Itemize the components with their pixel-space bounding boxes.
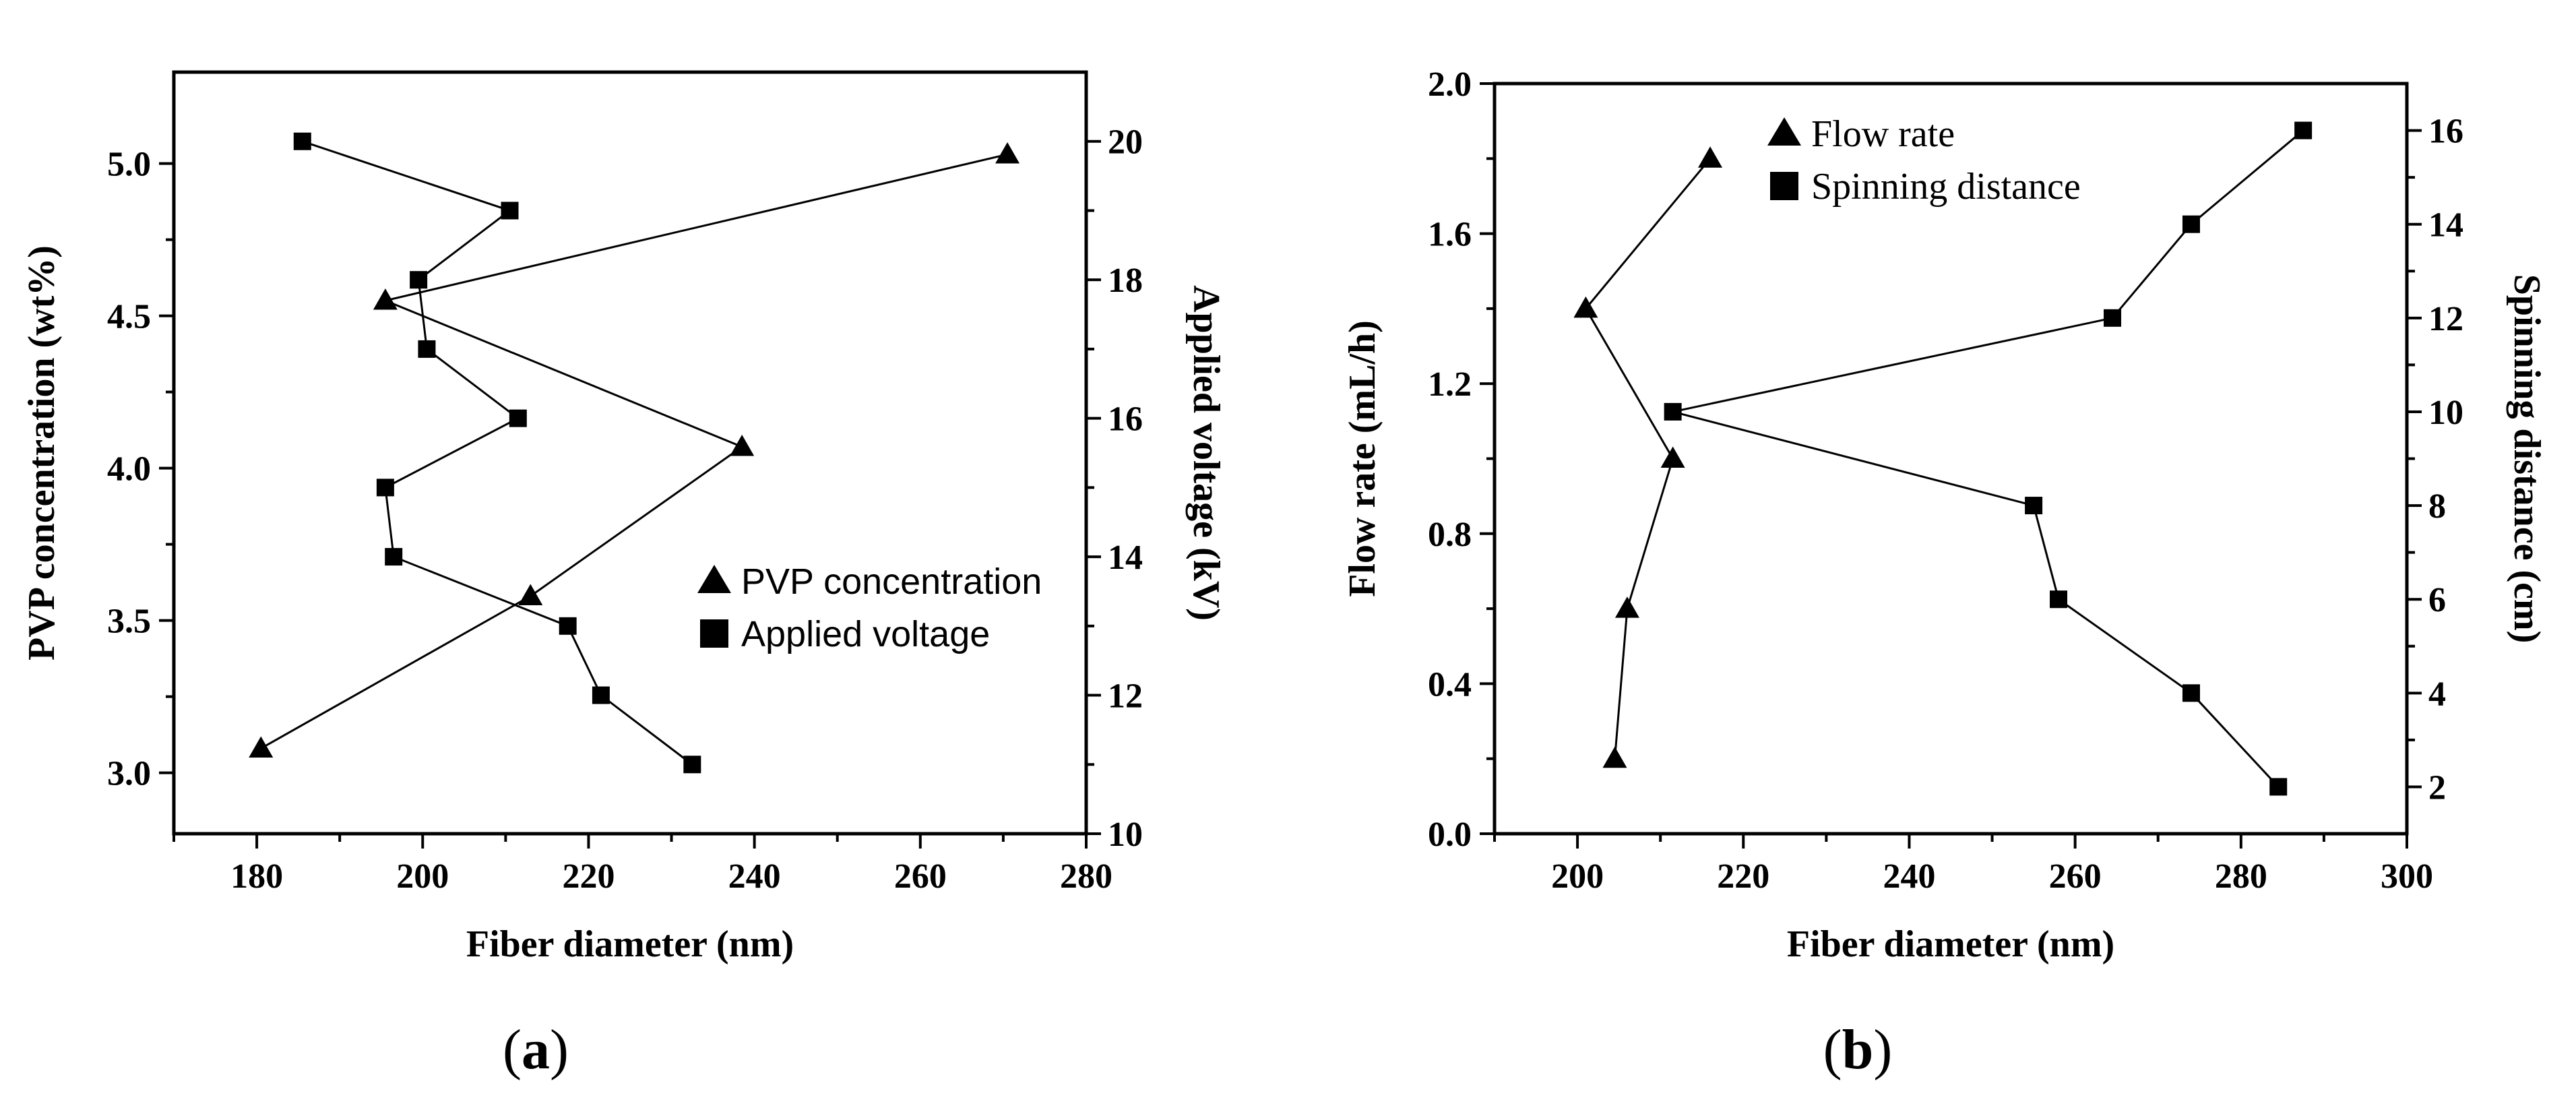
x-tick-label: 280 bbox=[1060, 857, 1112, 896]
y-left-tick-label: 0.8 bbox=[1428, 516, 1472, 554]
y-left-tick-label: 0.4 bbox=[1428, 665, 1472, 704]
x-tick-label: 260 bbox=[894, 857, 947, 896]
y-right-axis-title: Spinning distance (cm) bbox=[2506, 274, 2548, 644]
y-right-axis-title: Applied voltage (kV) bbox=[1185, 285, 1227, 621]
y-right-tick-label: 10 bbox=[1108, 816, 1143, 854]
y-right-tick-label: 14 bbox=[2428, 206, 2463, 245]
triangle-marker bbox=[1602, 746, 1627, 768]
square-marker bbox=[385, 548, 403, 566]
square-marker bbox=[559, 617, 577, 635]
triangle-marker bbox=[1660, 446, 1685, 468]
square-marker bbox=[2050, 590, 2068, 609]
y-right-tick-label: 8 bbox=[2428, 487, 2446, 526]
y-left-tick-label: 5.0 bbox=[107, 146, 151, 184]
y-left-axis-title: PVP concentration (wt%) bbox=[21, 245, 63, 660]
y-left-tick-label: 3.5 bbox=[107, 603, 151, 641]
y-right-tick-label: 6 bbox=[2428, 581, 2446, 619]
x-tick-label: 220 bbox=[1717, 857, 1769, 896]
y-right-tick-label: 20 bbox=[1108, 123, 1143, 162]
square-marker bbox=[2294, 121, 2313, 140]
triangle-marker bbox=[518, 584, 543, 605]
x-tick-label: 280 bbox=[2215, 857, 2267, 896]
y-left-tick-label: 3.0 bbox=[107, 755, 151, 793]
y-left-tick-label: 1.6 bbox=[1428, 216, 1472, 254]
y-left-tick-label: 1.2 bbox=[1428, 365, 1472, 404]
plot-frame bbox=[172, 70, 1088, 836]
square-marker bbox=[509, 409, 527, 427]
y-right-tick-label: 18 bbox=[1108, 262, 1143, 300]
x-tick-label: 180 bbox=[230, 857, 283, 896]
y-right-tick-label: 10 bbox=[2428, 394, 2463, 432]
x-tick-label: 300 bbox=[2381, 857, 2433, 896]
x-tick-label: 240 bbox=[1883, 857, 1935, 896]
x-tick-label: 200 bbox=[1551, 857, 1604, 896]
square-marker bbox=[2182, 684, 2200, 702]
y-right-tick-label: 2 bbox=[2428, 768, 2446, 807]
square-marker bbox=[376, 479, 394, 497]
panel-label-a: (a) bbox=[503, 1018, 569, 1081]
triangle-marker bbox=[1698, 146, 1723, 168]
legend-triangle-icon bbox=[1767, 117, 1801, 146]
x-tick-label: 260 bbox=[2049, 857, 2102, 896]
legend-label: PVP concentration bbox=[741, 561, 1042, 602]
series-line-square bbox=[302, 140, 693, 766]
triangle-marker bbox=[1614, 596, 1639, 618]
triangle-marker bbox=[730, 434, 755, 456]
y-left-tick-label: 2.0 bbox=[1428, 65, 1472, 104]
chart-panel-a: 180 200 220 240 260 280 3.0 3.5 4.0 4.5 5.0 10 12 14 1… bbox=[21, 70, 1227, 965]
y-right-tick-label: 14 bbox=[1108, 539, 1143, 577]
legend-label: Applied voltage bbox=[741, 614, 990, 654]
y-right-tick-label: 12 bbox=[2428, 300, 2463, 338]
legend-label: Spinning distance bbox=[1811, 166, 2081, 208]
panel-label-b: (b) bbox=[1823, 1018, 1893, 1081]
square-marker bbox=[293, 132, 311, 150]
legend-label: Flow rate bbox=[1811, 113, 1955, 155]
y-left-axis-title: Flow rate (mL/h) bbox=[1342, 320, 1383, 597]
square-marker bbox=[592, 686, 610, 704]
y-right-tick-label: 16 bbox=[1108, 400, 1143, 439]
square-marker bbox=[2182, 215, 2200, 233]
triangle-marker bbox=[373, 288, 398, 310]
square-marker bbox=[501, 202, 519, 220]
x-axis-title: Fiber diameter (nm) bbox=[1787, 923, 2114, 965]
x-tick-label: 220 bbox=[562, 857, 615, 896]
legend-square-icon bbox=[700, 619, 728, 648]
triangle-marker bbox=[995, 142, 1020, 164]
legend-triangle-icon bbox=[697, 565, 731, 593]
square-marker bbox=[2269, 778, 2288, 796]
x-tick-label: 200 bbox=[396, 857, 449, 896]
triangle-marker bbox=[1573, 296, 1598, 318]
x-tick-label: 240 bbox=[728, 857, 781, 896]
square-marker bbox=[2025, 497, 2043, 515]
legend-square-icon bbox=[1770, 172, 1798, 200]
y-left-tick-label: 4.0 bbox=[107, 450, 151, 489]
series-line-square bbox=[1672, 129, 2304, 788]
chart-panel-b: 200 220 240 260 280 300 0.0 0.4 0.8 1.2 1.6 2.0 2 4 6 8… bbox=[1342, 65, 2548, 965]
triangle-marker bbox=[249, 736, 274, 758]
square-marker bbox=[683, 756, 701, 774]
y-right-tick-label: 4 bbox=[2428, 675, 2446, 713]
x-axis-title: Fiber diameter (nm) bbox=[466, 923, 794, 965]
y-right-tick-label: 12 bbox=[1108, 677, 1143, 716]
y-left-tick-label: 0.0 bbox=[1428, 816, 1472, 854]
square-marker bbox=[2104, 309, 2122, 327]
square-marker bbox=[1664, 402, 1682, 421]
y-left-tick-label: 4.5 bbox=[107, 298, 151, 336]
square-marker bbox=[410, 271, 428, 289]
y-right-tick-label: 16 bbox=[2428, 113, 2463, 151]
square-marker bbox=[418, 340, 436, 358]
